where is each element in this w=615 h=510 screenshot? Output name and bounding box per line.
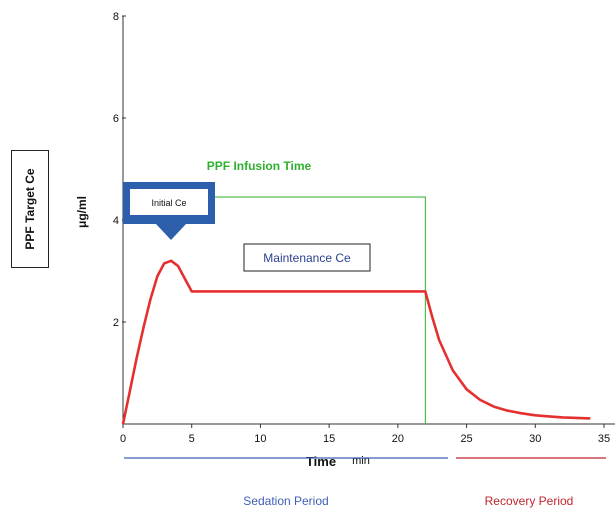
x-axis-label: Time	[306, 454, 336, 469]
x-axis-unit: min	[352, 455, 370, 467]
y-tick-label: 4	[113, 215, 119, 227]
initial-ce-label: Initial Ce	[151, 198, 186, 208]
x-tick-label: 35	[598, 433, 610, 445]
x-tick-label: 10	[254, 433, 266, 445]
initial-ce-callout-inner	[130, 189, 208, 215]
sedation-period-label: Sedation Period	[243, 494, 328, 508]
maintenance-ce-label: Maintenance Ce	[263, 251, 351, 265]
initial-ce-arrow-icon	[156, 224, 186, 240]
initial-ce-callout: Initial Ce	[123, 182, 215, 240]
x-tick-label: 0	[120, 433, 126, 445]
x-tick-label: 5	[189, 433, 195, 445]
concentration-curve	[121, 259, 591, 425]
recovery-period-label: Recovery Period	[485, 494, 574, 508]
concentration-series	[121, 259, 591, 425]
y-tick-label: 8	[113, 11, 119, 23]
axes: 0 5 10 15 20 25 30 35 2 4 6 8	[113, 11, 615, 445]
maintenance-ce-box	[243, 243, 371, 272]
y-axis-label-box: PPF Target Ce	[11, 150, 49, 268]
infusion-time-line	[128, 196, 426, 424]
x-tick-label: 25	[460, 433, 472, 445]
infusion-time-bracket	[128, 196, 426, 424]
y-tick-label: 6	[113, 113, 119, 125]
y-tick-label: 2	[113, 317, 119, 329]
x-tick-label: 20	[392, 433, 404, 445]
infusion-time-label: PPF Infusion Time	[207, 159, 312, 173]
maintenance-ce-callout: Maintenance Ce	[243, 243, 371, 272]
y-axis-unit: μg/ml	[75, 196, 89, 228]
x-tick-label: 30	[529, 433, 541, 445]
x-tick-label: 15	[323, 433, 335, 445]
